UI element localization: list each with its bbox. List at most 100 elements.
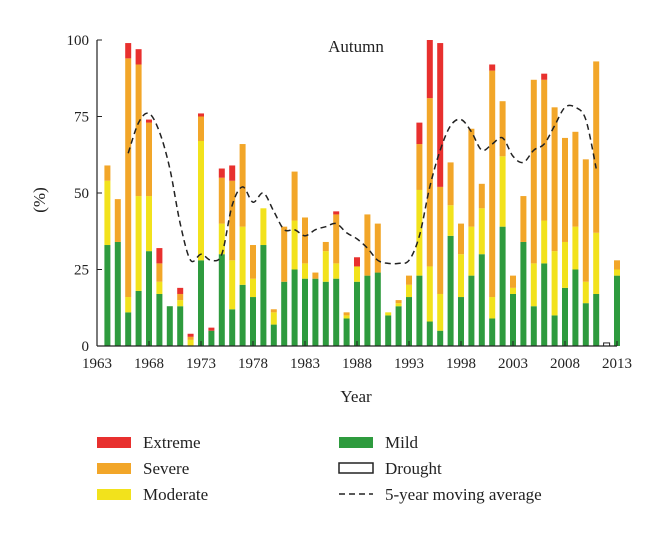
bar-mild-1970: [166, 306, 173, 346]
bar-mild-1984: [312, 278, 319, 346]
bar-mild-1983: [302, 278, 308, 346]
bar-extreme-1967: [135, 49, 142, 65]
y-axis-title: (%): [30, 187, 49, 212]
legend: Extreme Severe Moderate Mild Drought 5-y…: [97, 433, 542, 504]
chart-title: Autumn: [328, 37, 384, 56]
bar-mild-2009: [572, 269, 579, 346]
bar-extreme-1969: [156, 248, 163, 264]
bar-moderate-2001: [489, 297, 496, 319]
bar-mild-1994: [416, 275, 423, 346]
legend-swatch-severe: [97, 463, 131, 474]
bar-mild-2003: [510, 293, 516, 346]
bar-severe-2009: [572, 131, 579, 227]
legend-label-mild: Mild: [385, 433, 419, 452]
bar-mild-1991: [385, 315, 392, 346]
bar-mild-1971: [177, 306, 184, 346]
bar-mild-1981: [281, 281, 288, 346]
x-tick-label-1968: 1968: [134, 356, 164, 372]
bar-moderate-1972: [187, 339, 194, 346]
bar-moderate-1985: [322, 251, 329, 282]
bar-mild-1995: [426, 321, 433, 346]
bar-mild-2006: [541, 263, 548, 346]
bar-moderate-1994: [416, 189, 423, 276]
bar-severe-1996: [437, 186, 444, 294]
ticks-layer: 1963 1968 1973 1978 1983 1988 1993 1998 2003 2008…: [67, 33, 633, 372]
bar-mild-1996: [437, 330, 444, 346]
bar-moderate-1997: [447, 205, 454, 236]
legend-label-moving-average: 5-year moving average: [385, 485, 542, 504]
bar-mild-1975: [218, 254, 225, 346]
bar-severe-1985: [322, 241, 329, 252]
bar-severe-1982: [291, 171, 298, 221]
bar-moderate-1976: [229, 260, 236, 310]
bar-severe-1990: [374, 223, 381, 273]
bar-severe-1968: [146, 122, 152, 197]
bar-extreme-1968: [146, 119, 152, 123]
legend-swatch-extreme: [97, 437, 131, 448]
bar-moderate-1964: [104, 180, 111, 246]
bar-severe-1997: [447, 162, 454, 206]
bar-moderate-2011: [593, 232, 600, 294]
bar-severe-2002: [499, 101, 506, 157]
x-tick-label-2013: 2013: [602, 356, 632, 372]
bar-mild-2005: [530, 306, 537, 346]
bar-moderate-1982: [291, 220, 298, 270]
bar-severe-1972: [187, 336, 194, 340]
bar-moderate-1992: [395, 303, 402, 307]
bars-layer: [104, 40, 620, 347]
bar-severe-1977: [239, 144, 246, 227]
bar-moderate-1987: [343, 315, 350, 319]
legend-label-moderate: Moderate: [143, 485, 208, 504]
bar-moderate-2006: [541, 220, 548, 264]
bar-mild-2001: [489, 318, 496, 346]
bar-severe-2006: [541, 79, 548, 221]
x-tick-label-1998: 1998: [446, 356, 476, 372]
bar-severe-1975: [218, 177, 225, 224]
bar-severe-1964: [104, 165, 111, 181]
legend-label-drought: Drought: [385, 459, 442, 478]
bar-mild-2008: [562, 287, 568, 346]
bar-moderate-2013: [614, 269, 620, 276]
x-tick-label-1973: 1973: [186, 356, 216, 372]
bar-moderate-1983: [302, 263, 308, 279]
bar-mild-1989: [364, 275, 371, 346]
bar-severe-2007: [551, 107, 558, 252]
bar-mild-1977: [239, 284, 246, 346]
bar-mild-1998: [458, 297, 464, 346]
bar-moderate-1986: [333, 263, 340, 279]
legend-swatch-mild: [339, 437, 373, 448]
legend-swatch-drought: [338, 462, 374, 474]
bar-extreme-1972: [187, 333, 194, 337]
bar-mild-2007: [551, 315, 558, 346]
bar-moderate-2008: [562, 241, 568, 288]
bar-mild-2004: [520, 241, 527, 346]
bar-severe-2004: [520, 196, 527, 242]
bar-mild-1974: [208, 330, 215, 346]
bar-mild-1990: [374, 272, 381, 346]
bar-moderate-1967: [135, 196, 142, 291]
bar-mild-1966: [125, 312, 132, 346]
bar-mild-1987: [343, 318, 350, 346]
bar-moderate-1991: [385, 312, 392, 316]
bar-moderate-1996: [437, 293, 444, 331]
bar-extreme-1975: [218, 168, 225, 178]
bar-mild-1978: [250, 297, 256, 346]
bar-severe-2000: [478, 183, 485, 209]
bar-mild-2011: [593, 293, 600, 346]
bar-severe-1987: [343, 312, 350, 316]
bar-moderate-1968: [146, 196, 152, 252]
bar-moderate-1980: [270, 312, 277, 325]
x-axis-title: Year: [340, 387, 372, 406]
y-tick-label-100: 100: [67, 33, 90, 49]
bar-extreme-1996: [437, 43, 444, 187]
bar-moderate-1999: [468, 226, 475, 276]
bar-mild-1986: [333, 278, 340, 346]
bar-extreme-1988: [354, 257, 360, 267]
bar-mild-1992: [395, 306, 402, 346]
bar-severe-1981: [281, 226, 288, 282]
bar-severe-1980: [270, 309, 277, 313]
bar-mild-1999: [468, 275, 475, 346]
bar-severe-1967: [135, 64, 142, 197]
bar-extreme-2001: [489, 64, 496, 71]
